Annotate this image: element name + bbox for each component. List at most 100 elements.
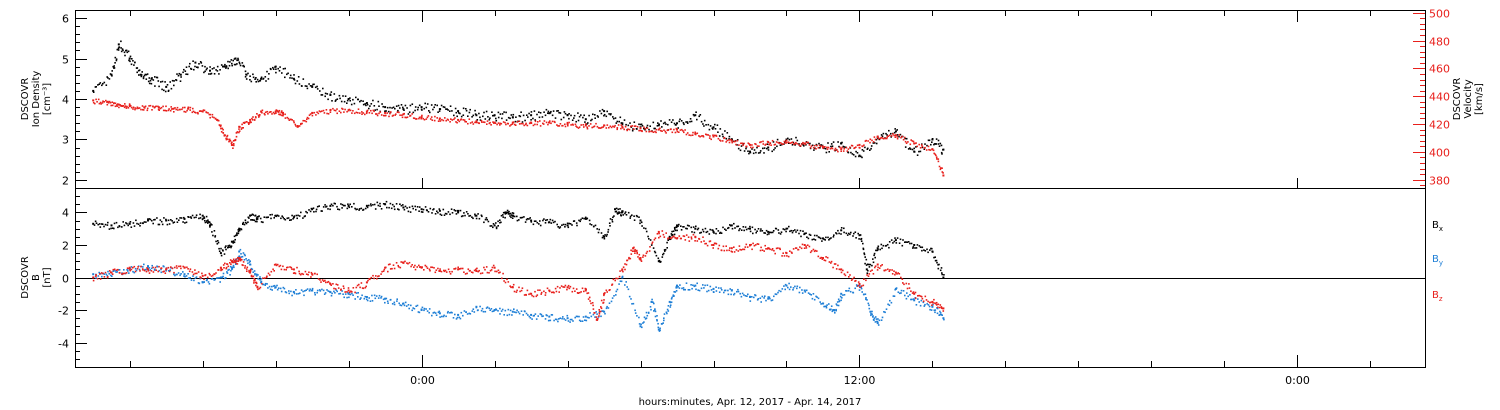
field-by-point (288, 292, 290, 295)
field-bz-point (878, 267, 881, 269)
velocity-point (787, 141, 790, 143)
velocity-point (536, 123, 538, 126)
density-point (798, 143, 800, 145)
field-bx-point (101, 223, 103, 225)
velocity-point (221, 127, 224, 130)
density-point (530, 119, 532, 121)
velocity-point (271, 113, 273, 115)
field-by-data-point (639, 325, 642, 328)
velocity-point (564, 125, 567, 128)
velocity-point (824, 146, 826, 148)
field-bx-point (713, 232, 715, 234)
field-bz-point (540, 291, 543, 294)
field-bx-point (691, 231, 693, 233)
field-bx-point (808, 233, 811, 236)
field-bz-point (351, 291, 353, 293)
velocity-point (153, 106, 156, 109)
field-bx-point (794, 229, 796, 231)
field-bz-point (99, 273, 101, 275)
field-bx-point (528, 218, 530, 220)
field-bz-point (194, 272, 196, 275)
field-bx-point (653, 250, 656, 253)
field-bz-point (423, 269, 425, 271)
velocity-point (936, 158, 938, 160)
density-point (933, 143, 936, 145)
field-bz-point (920, 295, 923, 298)
density-data-point (913, 150, 916, 153)
velocity-point (390, 111, 392, 113)
field-bx-point (447, 211, 450, 213)
field-bx-point (597, 231, 600, 234)
velocity-point (795, 141, 797, 144)
field-bx-point (542, 219, 544, 222)
field-bx-point (414, 205, 416, 208)
field-bz-point (844, 274, 847, 277)
field-by-point (267, 287, 269, 289)
density-point (425, 106, 428, 109)
field-by-point (477, 309, 479, 311)
velocity-point (220, 131, 223, 133)
field-by-point (760, 301, 762, 303)
field-bx-point (112, 227, 114, 229)
density-point (178, 72, 181, 75)
velocity-point (655, 131, 657, 134)
field-by-point (504, 309, 507, 312)
density-point (791, 144, 794, 146)
field-bz-point (615, 277, 617, 280)
density-data-point (110, 73, 113, 76)
field-bz-point (276, 263, 279, 266)
density-point (218, 73, 220, 75)
field-by-point (839, 295, 842, 298)
field-bz-point (140, 265, 142, 268)
field-bz-point (934, 302, 937, 305)
field-bz-point (147, 270, 150, 272)
field-bx-data-point (92, 222, 95, 225)
field-by-point (643, 321, 645, 323)
velocity-data-point (172, 107, 175, 110)
field-by-point (739, 292, 741, 295)
field-bz-point (520, 289, 523, 292)
field-by-point (580, 320, 582, 322)
field-bx-points (92, 200, 945, 279)
field-bx-data-point (676, 224, 678, 227)
field-by-point (670, 301, 673, 303)
field-bz-point (142, 269, 144, 271)
field-bx-point (347, 203, 349, 205)
velocity-point (226, 134, 229, 137)
velocity-point (888, 134, 891, 137)
density-point (312, 83, 314, 86)
velocity-point (220, 124, 222, 127)
density-data-point (676, 122, 678, 125)
field-by-point (915, 304, 918, 306)
field-by-point (941, 314, 943, 316)
field-by-point (918, 301, 920, 303)
density-point (449, 110, 451, 112)
field-bx-point (308, 209, 310, 211)
field-bx-point (438, 208, 441, 210)
density-point (885, 132, 887, 135)
field-bz-data-point (365, 281, 368, 284)
field-by-point (247, 262, 249, 265)
field-by-point (831, 310, 834, 313)
field-by-point (105, 273, 108, 276)
field-bz-point (929, 301, 932, 304)
field-bx-point (390, 207, 393, 210)
field-bx-point (424, 206, 427, 208)
field-by-point (123, 269, 125, 271)
density-point (208, 73, 210, 75)
field-bz-point (706, 244, 709, 247)
field-by-point (468, 312, 471, 315)
field-bx-point (263, 216, 266, 218)
velocity-point (232, 143, 235, 145)
field-bx-point (330, 203, 333, 206)
field-bx-point (463, 212, 465, 214)
density-point (219, 69, 221, 71)
field-bx-data-point (694, 227, 697, 230)
field-bx-point (682, 226, 684, 228)
density-point (213, 67, 215, 69)
field-bx-point (411, 205, 414, 208)
field-bx-point (631, 214, 633, 216)
field-by-point (666, 308, 669, 311)
density-point (108, 78, 111, 80)
density-point (92, 91, 95, 93)
